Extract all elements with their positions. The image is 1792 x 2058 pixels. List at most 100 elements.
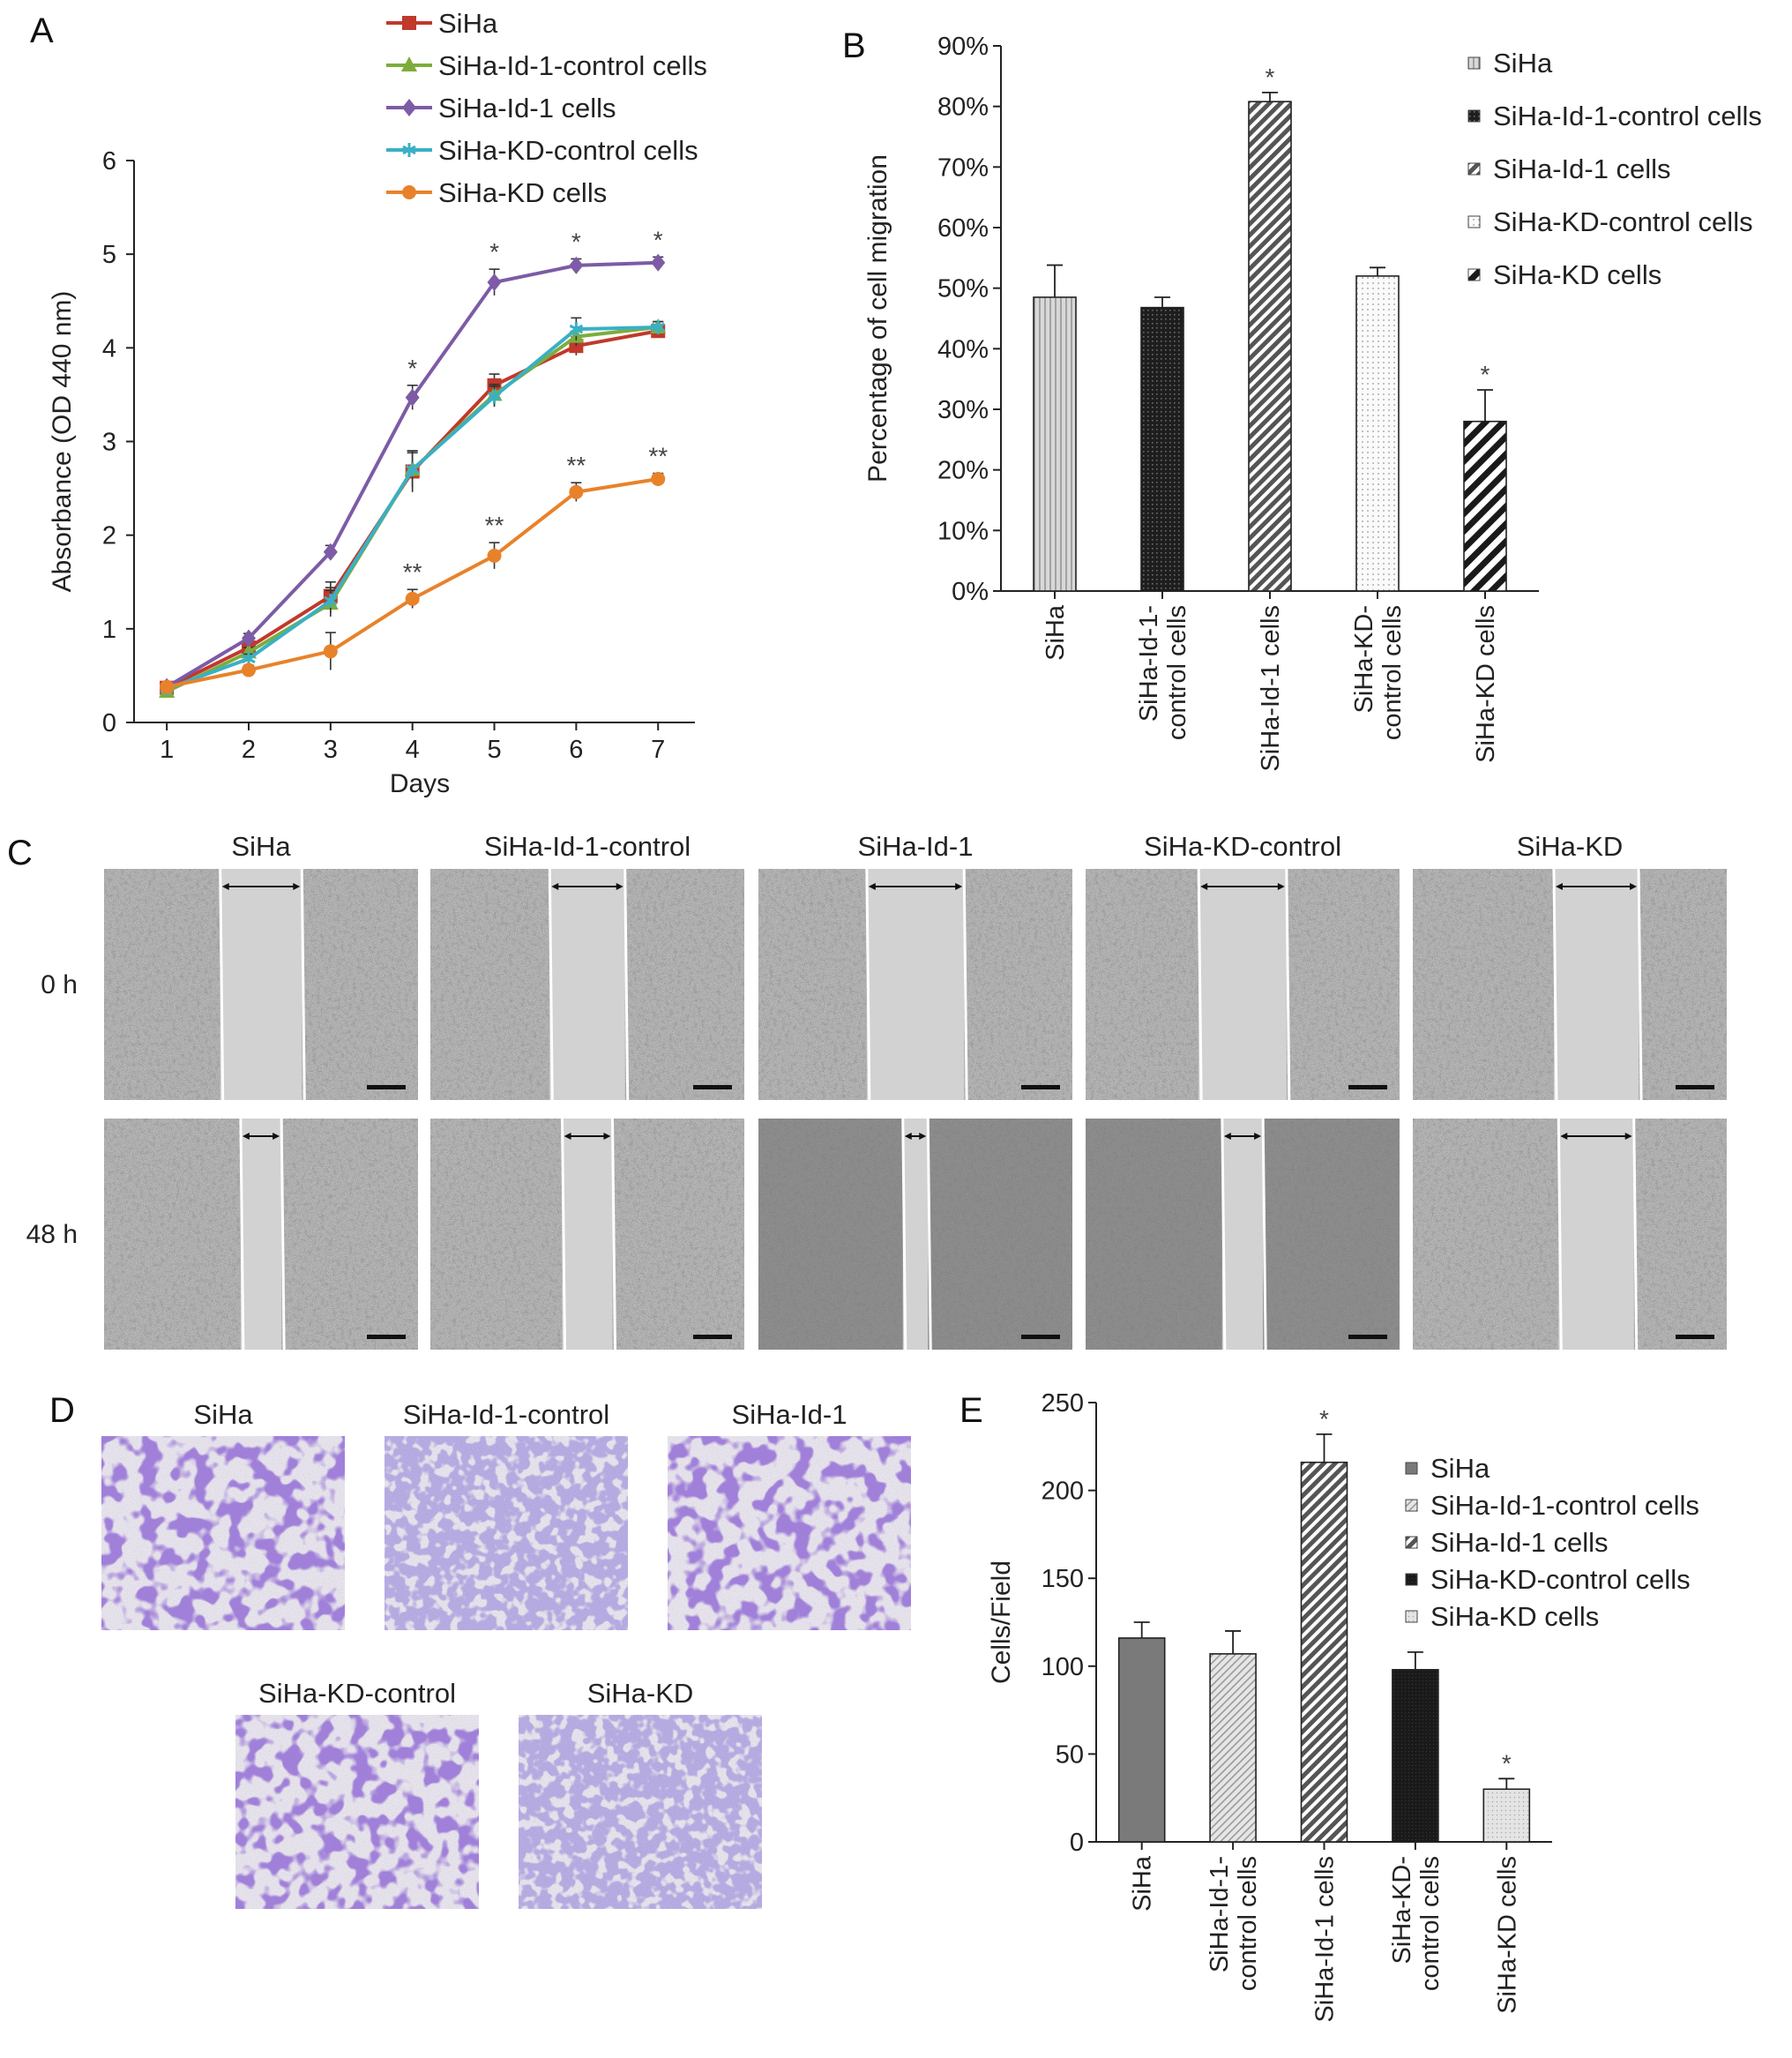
- series-line-4: [160, 317, 665, 696]
- bar: [1300, 1461, 1348, 1843]
- legend-swatch: [1405, 1536, 1418, 1549]
- series-line-5: [160, 471, 666, 694]
- micrograph-48h-3: [758, 1118, 1072, 1351]
- y-tick-label: 2: [102, 522, 116, 550]
- legend-marker: [402, 185, 416, 199]
- y-tick-label: 0%: [952, 578, 989, 606]
- x-tick-label: 1: [160, 736, 174, 764]
- y-axis-title: Percentage of cell migration: [863, 154, 892, 483]
- data-point: [241, 662, 256, 677]
- micrograph-48h-1: [104, 1118, 418, 1351]
- data-point: [487, 273, 502, 292]
- arrowhead-right: [919, 1133, 927, 1140]
- x-tick-label: SiHa-Id-1 cells: [1311, 1856, 1340, 2023]
- image-title: SiHa-Id-1-control: [403, 1399, 609, 1430]
- x-tick-label: control cells: [1378, 605, 1407, 740]
- wound-edge: [280, 1118, 286, 1351]
- legend-item: SiHa: [1405, 1453, 1490, 1484]
- legend-label: SiHa-KD cells: [438, 177, 607, 208]
- marker-stroke: [651, 322, 665, 333]
- x-tick-label: 3: [324, 736, 338, 764]
- significance-mark: *: [407, 355, 417, 382]
- scale-bar: [1676, 1335, 1714, 1339]
- y-tick-label: 80%: [937, 94, 989, 122]
- arrowhead-left: [1223, 1133, 1231, 1140]
- bar-group: [1117, 1621, 1166, 1850]
- bar-group: *: [1300, 1405, 1348, 1850]
- scale-bar: [693, 1085, 732, 1089]
- y-axis-title: Cells/Field: [987, 1560, 1016, 1684]
- y-tick-label: 60%: [937, 214, 989, 243]
- y-tick-label: 1: [102, 616, 116, 644]
- legend-item: SiHa-Id-1-control cells: [1467, 101, 1762, 131]
- panel-letter-b: B: [842, 26, 866, 65]
- membrane-pores: [519, 1715, 762, 1909]
- x-tick-label: SiHa-KD cells: [1493, 1856, 1521, 2014]
- legend-label: SiHa-Id-1-control cells: [1493, 101, 1762, 131]
- wound-gap: [549, 869, 625, 1100]
- significance-mark: **: [566, 452, 586, 479]
- x-tick-label: control cells: [1416, 1856, 1445, 1991]
- legend-swatch: [1405, 1499, 1418, 1512]
- legend-item: SiHa-KD cells: [386, 177, 607, 208]
- legend-label: SiHa-KD-control cells: [1430, 1564, 1691, 1595]
- arrowhead-left: [1200, 883, 1208, 890]
- legend-label: SiHa-Id-1-control cells: [1430, 1490, 1699, 1521]
- significance-mark: *: [1266, 64, 1275, 91]
- wound-edge: [561, 1118, 567, 1351]
- marker-stroke: [402, 145, 416, 155]
- arrowhead-left: [242, 1133, 250, 1140]
- bar: [1209, 1653, 1257, 1843]
- legend-marker: [401, 56, 417, 71]
- y-tick-label: 30%: [937, 396, 989, 424]
- significance-mark: *: [1481, 361, 1490, 388]
- wound-gap: [240, 1119, 282, 1350]
- y-tick-label: 150: [1042, 1565, 1084, 1593]
- wound-edge: [300, 868, 306, 1101]
- arrowhead-right: [1254, 1133, 1262, 1140]
- significance-mark: *: [571, 228, 581, 255]
- image-title: SiHa-Id-1: [732, 1399, 847, 1430]
- image-title: SiHa-KD: [587, 1678, 694, 1709]
- legend-swatch: [1405, 1573, 1418, 1586]
- micrograph-0h-1: [104, 868, 418, 1101]
- scale-bar: [1348, 1335, 1387, 1339]
- legend-marker: [402, 16, 416, 30]
- arrowhead-left: [221, 883, 229, 890]
- panel-letter-a: A: [30, 11, 54, 50]
- y-tick-label: 40%: [937, 335, 989, 363]
- micrograph-0h-5: [1413, 868, 1727, 1101]
- data-point: [569, 256, 584, 274]
- wound-gap: [1553, 869, 1639, 1100]
- bar-group: [1140, 296, 1184, 599]
- arrowhead-left: [551, 883, 559, 890]
- x-tick-label: 4: [406, 736, 420, 764]
- bar-group: *: [1482, 1749, 1531, 1850]
- wound-edge: [926, 1118, 932, 1351]
- wound-edge: [901, 1118, 907, 1351]
- legend-label: SiHa-KD-control cells: [438, 135, 698, 166]
- wound-edge: [623, 868, 630, 1101]
- membrane-pores: [668, 1436, 911, 1630]
- membrane-pores: [385, 1436, 628, 1630]
- legend-item: SiHa-Id-1 cells: [1467, 153, 1671, 184]
- y-tick-label: 20%: [937, 457, 989, 485]
- data-point: [405, 591, 420, 606]
- transwell-image-5: [519, 1715, 762, 1909]
- marker-stroke: [324, 595, 338, 606]
- y-axis-title: Absorbance (OD 440 nm): [48, 291, 77, 593]
- data-point: [323, 543, 338, 561]
- wound-gap: [1558, 1119, 1634, 1350]
- x-tick-label: 7: [651, 736, 665, 764]
- y-tick-label: 0: [102, 709, 116, 737]
- y-tick-label: 200: [1042, 1478, 1084, 1506]
- legend-item: SiHa-KD-control cells: [386, 135, 698, 166]
- column-title: SiHa-Id-1-control: [484, 831, 691, 862]
- arrowhead-right: [603, 1133, 611, 1140]
- legend-label: SiHa-KD cells: [1493, 259, 1661, 290]
- row-label: 48 h: [26, 1220, 78, 1249]
- legend: SiHa SiHa-Id-1-control cells SiHa-Id-1 cel…: [1467, 48, 1762, 290]
- legend-item: SiHa-Id-1 cells: [1405, 1527, 1609, 1558]
- column-title: SiHa-KD-control: [1144, 831, 1341, 862]
